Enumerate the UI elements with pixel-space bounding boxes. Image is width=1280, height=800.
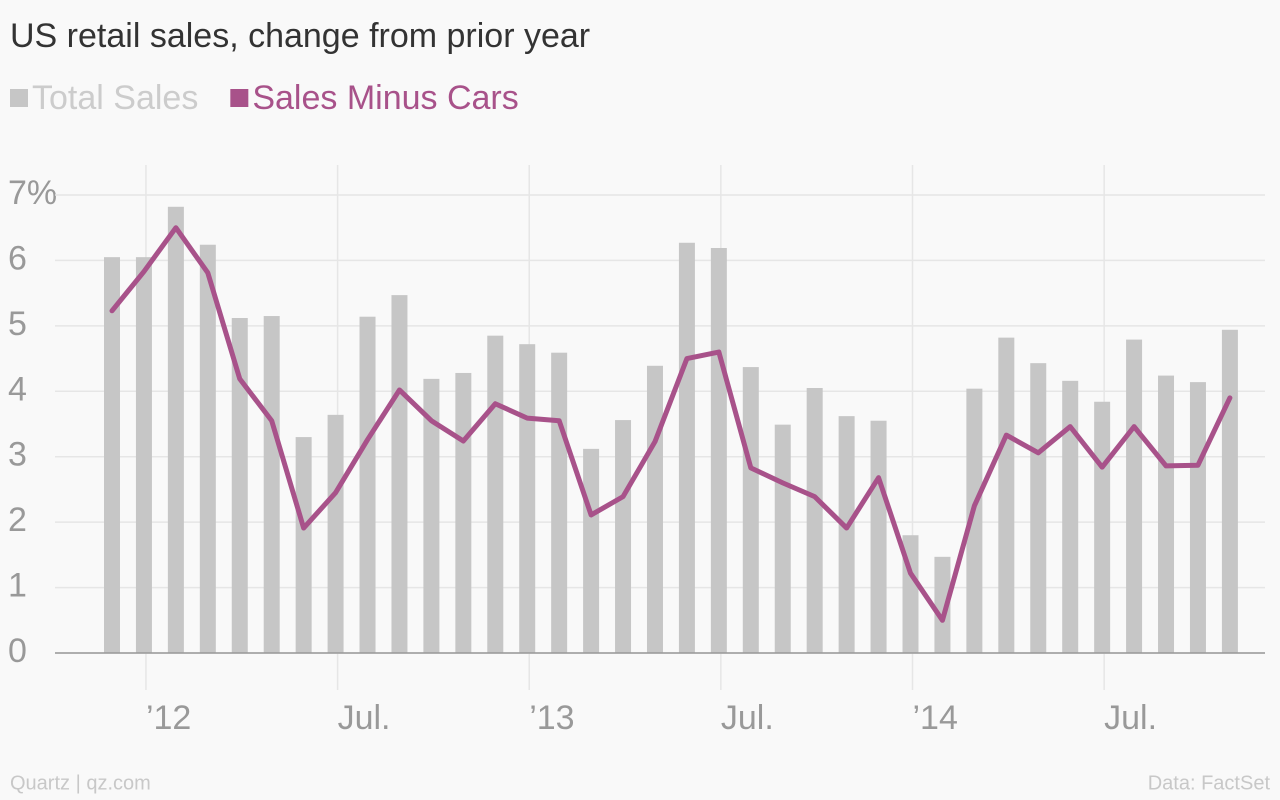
bar: [870, 420, 887, 653]
bar: [104, 257, 120, 653]
bar: [231, 318, 248, 653]
bar: [519, 344, 536, 653]
y-tick-label: 5: [8, 305, 27, 343]
y-tick-label: 1: [8, 567, 27, 605]
bar: [551, 352, 568, 653]
legend-label: Sales Minus Cars: [252, 79, 518, 117]
bar: [1189, 382, 1206, 653]
bar: [1030, 363, 1047, 653]
bar: [1094, 401, 1111, 653]
y-tick-label: 0: [8, 632, 27, 670]
bar: [710, 247, 727, 654]
credit: Quartz | qz.com: [10, 772, 151, 794]
legend-swatch: [10, 89, 28, 107]
chart-title: US retail sales, change from prior year: [10, 17, 590, 55]
source: Data: FactSet: [1148, 772, 1271, 794]
bar: [838, 416, 855, 653]
y-tick-label: 2: [8, 501, 27, 539]
bar: [1062, 380, 1079, 653]
bar: [487, 335, 504, 653]
bar: [327, 414, 344, 653]
bar: [167, 206, 184, 653]
bar: [263, 316, 280, 653]
bar: [199, 244, 216, 653]
bar: [359, 316, 376, 653]
x-tick-label: Jul.: [721, 699, 774, 737]
x-tick-label: ’14: [913, 699, 958, 737]
bar: [295, 437, 312, 653]
y-tick-label: 7%: [8, 174, 57, 212]
x-tick-label: Jul.: [1104, 699, 1157, 737]
bar: [646, 365, 663, 653]
bar: [806, 388, 823, 653]
x-tick-label: ’12: [146, 699, 191, 737]
bar: [678, 242, 695, 653]
y-tick-label: 6: [8, 239, 27, 277]
bar: [615, 420, 632, 653]
legend-swatch: [230, 89, 249, 107]
bar: [455, 372, 472, 653]
y-tick-label: 3: [8, 436, 27, 474]
bar: [774, 424, 791, 653]
line: [109, 225, 1233, 623]
bar: [742, 367, 759, 653]
x-tick-label: ’13: [529, 699, 574, 737]
bar: [423, 378, 440, 653]
bar: [966, 388, 983, 653]
bar: [934, 556, 951, 653]
x-tick-label: Jul.: [338, 699, 391, 737]
bar: [1221, 329, 1238, 653]
bar: [391, 295, 408, 653]
bar: [135, 257, 152, 653]
bar: [1126, 339, 1143, 653]
bar: [583, 448, 600, 653]
legend-label: Total Sales: [32, 79, 198, 117]
bar: [1158, 375, 1175, 653]
y-tick-label: 4: [8, 370, 27, 408]
bar: [998, 337, 1015, 653]
